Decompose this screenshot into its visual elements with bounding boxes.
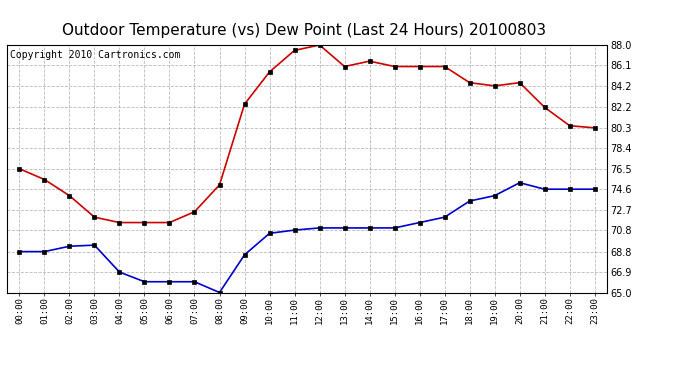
Text: Copyright 2010 Cartronics.com: Copyright 2010 Cartronics.com bbox=[10, 50, 180, 60]
Text: Outdoor Temperature (vs) Dew Point (Last 24 Hours) 20100803: Outdoor Temperature (vs) Dew Point (Last… bbox=[61, 22, 546, 38]
